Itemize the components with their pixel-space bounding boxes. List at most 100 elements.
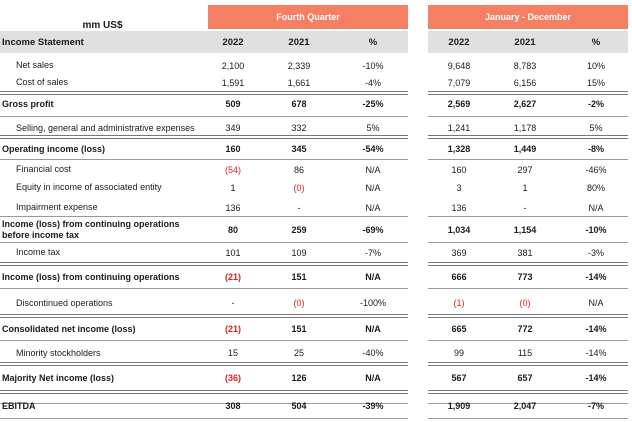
row-label: Net sales xyxy=(16,60,54,70)
row-value: 509 xyxy=(225,99,241,109)
row-value: 115 xyxy=(517,348,533,358)
row-value: 5% xyxy=(589,123,603,133)
row-value: 665 xyxy=(451,324,467,334)
row-label: Income (loss) from continuing operations… xyxy=(2,219,180,240)
row-divider xyxy=(428,216,628,217)
row-label: Cost of sales xyxy=(16,77,69,87)
row-label: Minority stockholders xyxy=(16,347,101,358)
row-value: (54) xyxy=(224,164,241,175)
row-divider xyxy=(428,288,628,289)
row-value: 7,079 xyxy=(447,77,471,88)
row-divider xyxy=(428,159,628,160)
column-header-0: 2022 xyxy=(222,36,244,48)
row-value: N/A xyxy=(588,202,604,213)
row-value: 1,241 xyxy=(447,123,471,133)
row-value: 80% xyxy=(586,182,605,193)
row-value: - xyxy=(297,202,301,213)
row-value: N/A xyxy=(365,182,381,193)
row-value: (36) xyxy=(224,373,241,383)
row-value: 369 xyxy=(451,247,467,258)
row-value: 666 xyxy=(451,272,467,282)
row-value: 1,661 xyxy=(287,77,311,88)
row-value: -3% xyxy=(587,247,604,258)
row-divider xyxy=(428,116,628,117)
row-value: -39% xyxy=(362,401,384,411)
row-value: 1,178 xyxy=(513,123,537,133)
row-divider xyxy=(428,362,628,366)
row-value: 5% xyxy=(366,123,380,133)
column-header-2: % xyxy=(368,36,378,48)
row-value: 160 xyxy=(451,164,467,175)
column-header-3: 2022 xyxy=(448,36,470,48)
row-value: (0) xyxy=(293,182,305,193)
row-divider xyxy=(428,314,628,318)
row-value: -10% xyxy=(362,60,384,71)
row-value: N/A xyxy=(365,164,381,175)
row-value: -8% xyxy=(587,144,604,154)
row-value: 772 xyxy=(517,324,533,334)
row-value: N/A xyxy=(588,298,604,308)
row-value: 136 xyxy=(451,202,467,213)
row-value: 109 xyxy=(291,247,307,258)
row-value: 6,156 xyxy=(513,77,537,88)
row-value: 773 xyxy=(517,272,533,282)
row-value: 2,627 xyxy=(513,99,537,109)
row-value: 2,100 xyxy=(221,60,245,71)
row-value: N/A xyxy=(365,202,381,213)
row-value: 1,154 xyxy=(513,225,537,235)
row-divider xyxy=(0,362,408,366)
row-value: 1,591 xyxy=(221,77,245,88)
row-value: 126 xyxy=(291,373,307,383)
row-value: 2,047 xyxy=(513,401,537,411)
row-value: -10% xyxy=(585,225,607,235)
row-value: -14% xyxy=(585,373,607,383)
column-header-1: 2021 xyxy=(288,36,310,48)
row-divider xyxy=(0,262,408,266)
row-value: 99 xyxy=(453,348,464,358)
row-value: 80 xyxy=(227,225,238,235)
row-value: N/A xyxy=(365,373,381,383)
row-divider xyxy=(428,242,628,243)
row-label: Income (loss) from continuing operations xyxy=(2,271,180,282)
row-value: 136 xyxy=(225,202,241,213)
row-value: -14% xyxy=(585,324,607,334)
row-value: -14% xyxy=(585,272,607,282)
row-value: 8,783 xyxy=(513,60,537,71)
row-value: 9,648 xyxy=(447,60,471,71)
row-divider xyxy=(428,91,628,95)
row-value: 15% xyxy=(586,77,605,88)
row-label: Equity in income of associated entity xyxy=(16,182,162,192)
row-label: Income tax xyxy=(16,247,61,257)
row-value: 1,328 xyxy=(447,144,471,154)
row-value: 160 xyxy=(225,144,241,154)
row-divider xyxy=(0,91,408,95)
row-divider xyxy=(0,288,408,289)
row-divider xyxy=(0,135,408,139)
row-value: 151 xyxy=(291,272,307,282)
row-label: Operating income (loss) xyxy=(2,143,106,154)
row-value: 345 xyxy=(291,144,307,154)
row-value: -69% xyxy=(362,225,384,235)
row-divider xyxy=(428,403,628,404)
row-value: -7% xyxy=(364,247,381,258)
row-value: 1 xyxy=(230,182,236,193)
row-divider xyxy=(428,262,628,266)
row-value: 567 xyxy=(451,373,467,383)
row-divider xyxy=(0,403,408,404)
row-value: -100% xyxy=(359,298,386,308)
row-divider xyxy=(0,340,408,341)
group-header-fourth-quarter: Fourth Quarter xyxy=(208,5,408,29)
column-header-4: 2021 xyxy=(514,36,536,48)
row-value: 678 xyxy=(291,99,307,109)
row-value: -25% xyxy=(362,99,384,109)
row-value: 657 xyxy=(517,373,533,383)
subheader-band-year xyxy=(428,31,628,53)
row-value: -2% xyxy=(587,99,604,109)
row-value: -46% xyxy=(585,164,607,175)
row-value: 101 xyxy=(225,247,241,258)
row-value: (0) xyxy=(293,298,305,308)
subheader-band xyxy=(0,31,408,53)
row-value: 151 xyxy=(291,324,307,334)
row-value: 297 xyxy=(517,164,533,175)
